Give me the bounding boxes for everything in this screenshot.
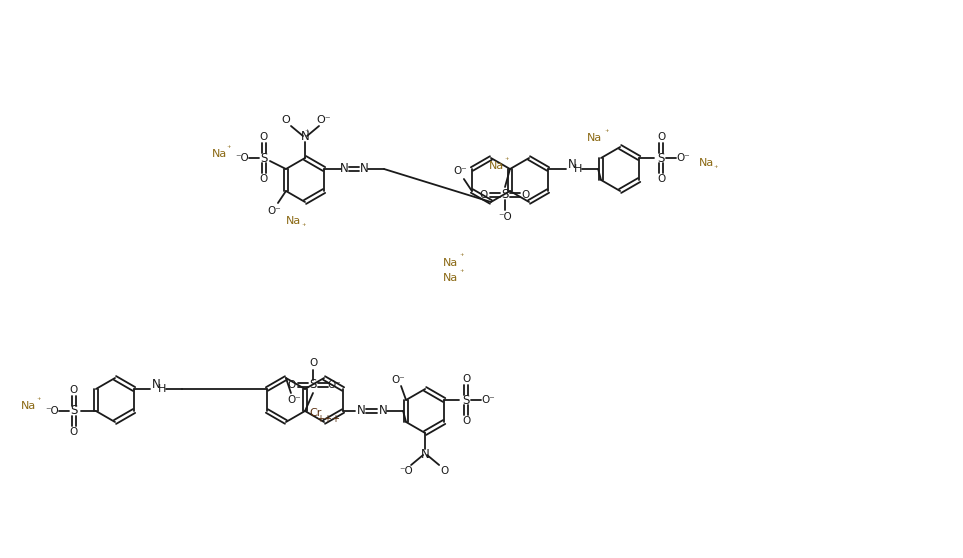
Text: ⁻O: ⁻O (498, 212, 512, 222)
Text: S: S (70, 405, 78, 417)
Text: Na: Na (587, 133, 603, 143)
Text: N: N (300, 129, 309, 142)
Text: H: H (574, 164, 583, 174)
Text: ⁺: ⁺ (605, 127, 610, 137)
Text: ⁺: ⁺ (304, 127, 309, 137)
Text: O: O (281, 115, 291, 125)
Text: N: N (421, 449, 429, 461)
Text: O⁻: O⁻ (317, 115, 331, 125)
Text: ⁻O: ⁻O (400, 466, 413, 476)
Text: ⁺: ⁺ (226, 143, 231, 152)
Text: O⁻: O⁻ (676, 153, 690, 163)
Text: ⁺: ⁺ (714, 165, 718, 174)
Text: O⁻: O⁻ (391, 375, 404, 385)
Text: S: S (260, 152, 268, 165)
Text: N: N (356, 405, 366, 417)
Text: O: O (522, 190, 530, 200)
Text: S: S (502, 189, 508, 201)
Text: H: H (158, 384, 167, 394)
Text: O⁻: O⁻ (267, 206, 281, 216)
Text: Na: Na (212, 149, 227, 159)
Text: +++: +++ (316, 414, 340, 424)
Text: O: O (260, 132, 268, 142)
Text: Na: Na (286, 216, 301, 226)
Text: S: S (309, 378, 317, 392)
Text: Cr: Cr (310, 408, 323, 418)
Text: Na: Na (442, 258, 457, 268)
Text: S: S (658, 152, 664, 165)
Text: O: O (70, 427, 78, 437)
Text: N: N (568, 157, 577, 171)
Text: N: N (152, 378, 161, 391)
Text: O: O (260, 174, 268, 184)
Text: ⁺: ⁺ (426, 455, 430, 464)
Text: O⁻: O⁻ (287, 395, 300, 405)
Text: Na: Na (442, 273, 457, 283)
Text: O⁻: O⁻ (453, 166, 467, 176)
Text: ⁺: ⁺ (459, 267, 464, 277)
Text: S: S (462, 393, 470, 406)
Text: N: N (359, 162, 369, 176)
Text: Na: Na (489, 161, 505, 171)
Text: O: O (462, 416, 470, 426)
Text: O: O (440, 466, 448, 476)
Text: O: O (657, 174, 665, 184)
Text: O: O (309, 358, 317, 368)
Text: O⁻: O⁻ (482, 395, 495, 405)
Text: ⁻O: ⁻O (235, 153, 248, 163)
Text: N: N (340, 162, 349, 176)
Text: O: O (288, 380, 297, 390)
Text: ⁺: ⁺ (37, 396, 41, 405)
Text: Na: Na (21, 401, 37, 411)
Text: O: O (70, 385, 78, 395)
Text: N: N (378, 405, 387, 417)
Text: ⁺: ⁺ (459, 253, 464, 262)
Text: O⁻: O⁻ (327, 380, 341, 390)
Text: ⁺: ⁺ (301, 223, 306, 232)
Text: O: O (480, 190, 488, 200)
Text: Na: Na (698, 158, 714, 168)
Text: ⁻O: ⁻O (45, 406, 59, 416)
Text: O: O (657, 132, 665, 142)
Text: O: O (462, 374, 470, 384)
Text: ⁺: ⁺ (505, 156, 509, 166)
